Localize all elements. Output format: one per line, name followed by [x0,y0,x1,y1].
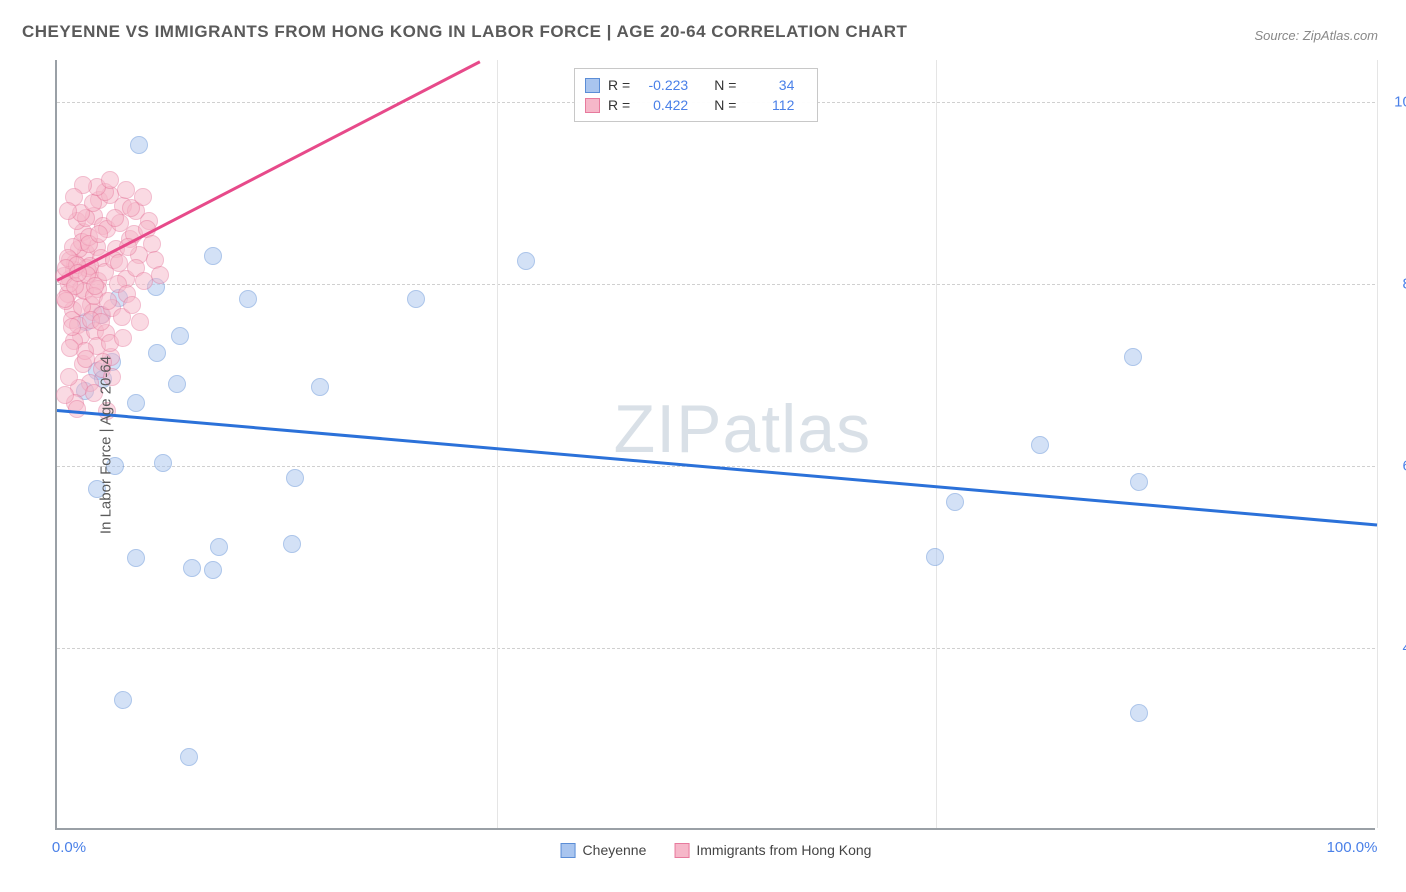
scatter-marker [130,136,148,154]
scatter-marker [114,329,132,347]
scatter-marker [61,339,79,357]
scatter-marker [56,290,74,308]
scatter-chart: 47.5%65.0%82.5%100.0%0.0%100.0% ZIPatlas… [55,60,1375,830]
scatter-marker [114,691,132,709]
plot-box: 47.5%65.0%82.5%100.0%0.0%100.0% ZIPatlas… [55,60,1375,830]
legend-item-cheyenne: Cheyenne [561,842,647,858]
swatch-hongkong [585,98,600,113]
scatter-marker [68,400,86,418]
chart-title: CHEYENNE VS IMMIGRANTS FROM HONG KONG IN… [22,22,907,42]
scatter-marker [90,225,108,243]
scatter-marker [63,318,81,336]
n-value-hongkong: 112 [744,97,794,113]
scatter-marker [1124,348,1142,366]
scatter-marker [151,266,169,284]
swatch-cheyenne [561,843,576,858]
scatter-marker [180,748,198,766]
scatter-marker [60,368,78,386]
watermark: ZIPatlas [614,390,871,468]
scatter-marker [283,535,301,553]
correlation-stats-box: R = -0.223 N = 34 R = 0.422 N = 112 [574,68,818,122]
scatter-marker [127,394,145,412]
scatter-marker [1031,436,1049,454]
gridline-h [57,648,1375,649]
swatch-cheyenne [585,78,600,93]
y-tick-label: 47.5% [1385,639,1406,656]
scatter-marker [204,561,222,579]
scatter-marker [131,313,149,331]
trend-line [56,60,480,281]
gridline-v [1377,60,1378,828]
scatter-marker [239,290,257,308]
scatter-marker [154,454,172,472]
scatter-marker [127,549,145,567]
n-value-cheyenne: 34 [744,77,794,93]
scatter-marker [110,254,128,272]
scatter-marker [311,378,329,396]
scatter-marker [123,296,141,314]
legend: Cheyenne Immigrants from Hong Kong [561,842,872,858]
scatter-marker [106,209,124,227]
scatter-marker [407,290,425,308]
n-label: N = [714,97,736,113]
scatter-marker [286,469,304,487]
r-label: R = [608,97,630,113]
stats-row-cheyenne: R = -0.223 N = 34 [585,75,807,95]
r-label: R = [608,77,630,93]
scatter-marker [59,202,77,220]
scatter-marker [946,493,964,511]
scatter-marker [77,350,95,368]
x-tick-label: 0.0% [52,839,86,856]
gridline-v [936,60,937,828]
legend-label-cheyenne: Cheyenne [583,842,647,858]
x-tick-label: 100.0% [1327,839,1378,856]
legend-label-hongkong: Immigrants from Hong Kong [696,842,871,858]
scatter-marker [148,344,166,362]
scatter-marker [183,559,201,577]
source-attribution: Source: ZipAtlas.com [1254,28,1378,43]
scatter-marker [117,181,135,199]
n-label: N = [714,77,736,93]
scatter-marker [122,199,140,217]
trend-line [57,409,1377,526]
scatter-marker [168,375,186,393]
y-tick-label: 65.0% [1385,457,1406,474]
scatter-marker [171,327,189,345]
scatter-marker [86,277,104,295]
scatter-marker [204,247,222,265]
scatter-marker [99,292,117,310]
scatter-marker [92,313,110,331]
legend-item-hongkong: Immigrants from Hong Kong [674,842,871,858]
scatter-marker [101,171,119,189]
y-tick-label: 100.0% [1385,93,1406,110]
scatter-marker [56,386,74,404]
swatch-hongkong [674,843,689,858]
stats-row-hongkong: R = 0.422 N = 112 [585,95,807,115]
r-value-cheyenne: -0.223 [638,77,688,93]
r-value-hongkong: 0.422 [638,97,688,113]
gridline-v [497,60,498,828]
y-tick-label: 82.5% [1385,275,1406,292]
scatter-marker [926,548,944,566]
y-axis-label: In Labor Force | Age 20-64 [98,356,115,534]
scatter-marker [517,252,535,270]
gridline-h [57,284,1375,285]
scatter-marker [1130,473,1148,491]
scatter-marker [210,538,228,556]
scatter-marker [1130,704,1148,722]
